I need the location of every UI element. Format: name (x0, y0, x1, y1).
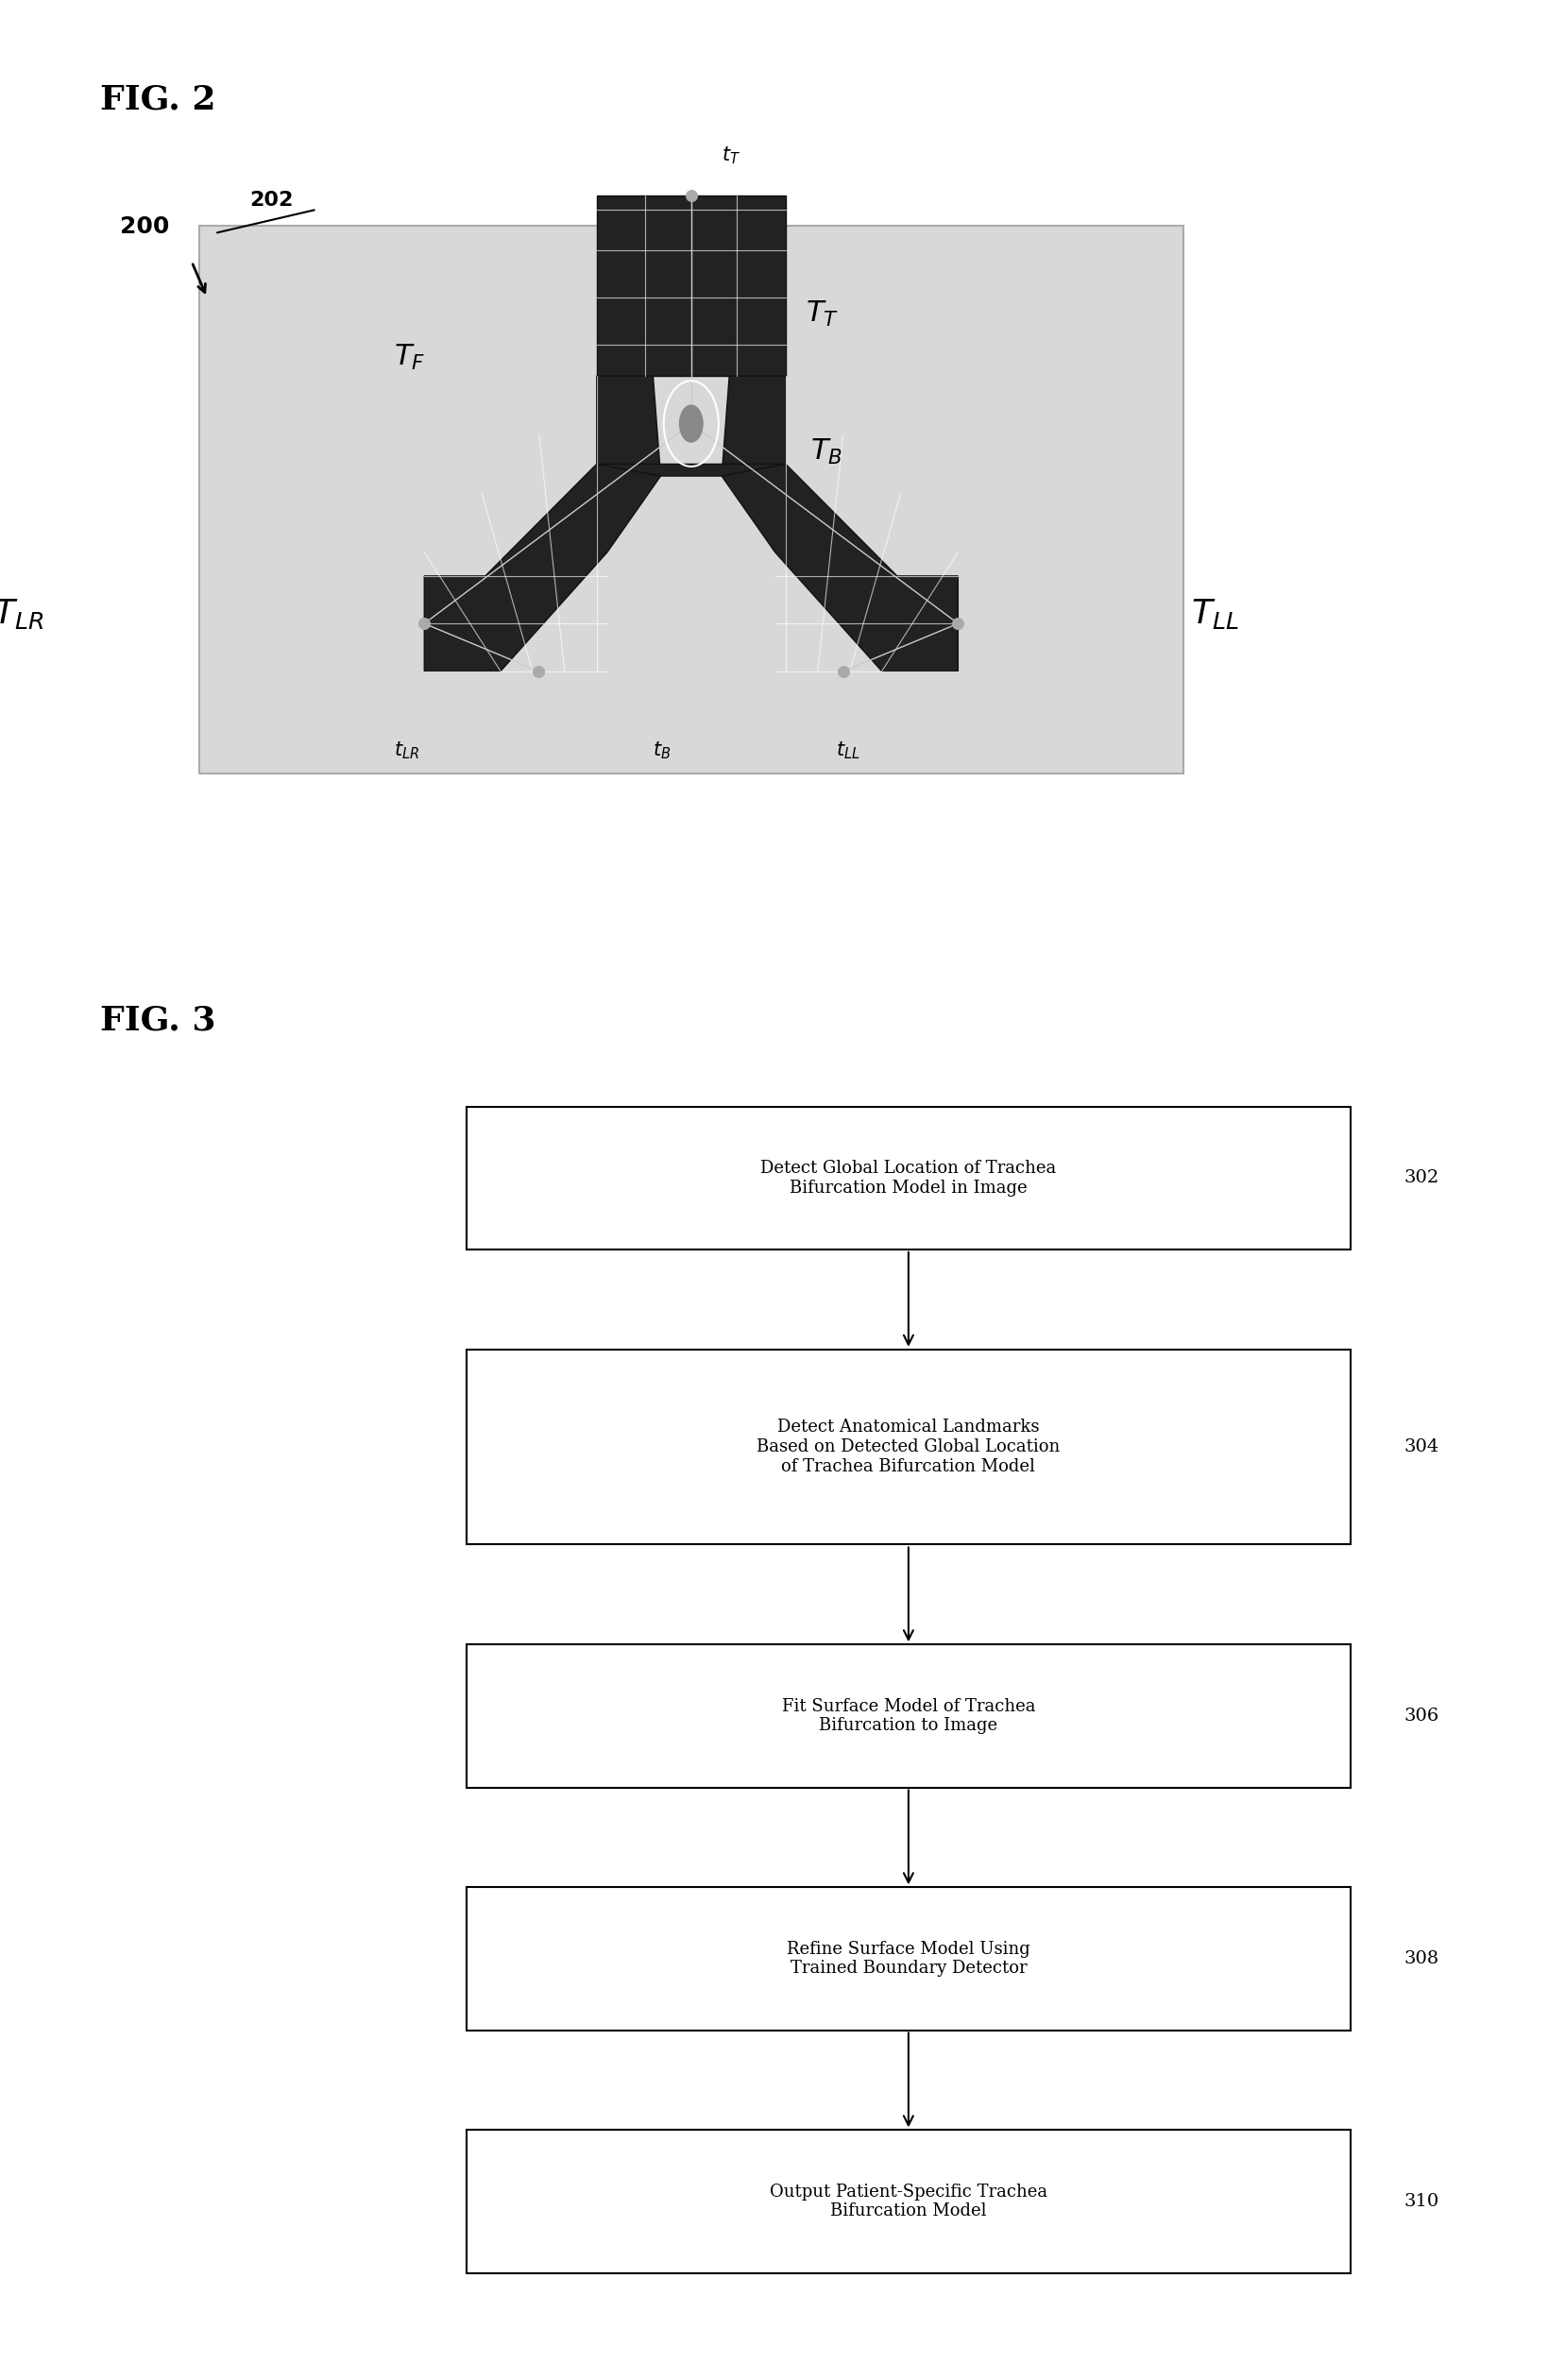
Text: Output Patient-Specific Trachea
Bifurcation Model: Output Patient-Specific Trachea Bifurcat… (769, 2182, 1046, 2221)
Text: $t_T$: $t_T$ (721, 145, 740, 167)
FancyBboxPatch shape (466, 1349, 1350, 1545)
Text: FIG. 2: FIG. 2 (101, 83, 215, 114)
Text: $T_T$: $T_T$ (805, 300, 837, 328)
FancyBboxPatch shape (200, 226, 1183, 774)
Point (946, 605, 971, 643)
Polygon shape (424, 376, 661, 671)
Text: 202: 202 (249, 190, 293, 209)
Text: $T_{LR}$: $T_{LR}$ (0, 597, 43, 631)
FancyBboxPatch shape (466, 1887, 1350, 2030)
FancyBboxPatch shape (466, 1645, 1350, 1787)
Text: Detect Global Location of Trachea
Bifurcation Model in Image: Detect Global Location of Trachea Bifurc… (760, 1159, 1056, 1197)
Point (412, 605, 437, 643)
Polygon shape (596, 195, 785, 376)
Circle shape (678, 405, 703, 443)
Text: 200: 200 (121, 214, 169, 238)
Polygon shape (596, 464, 785, 476)
Text: 308: 308 (1402, 1949, 1438, 1968)
Text: 304: 304 (1402, 1438, 1438, 1457)
Polygon shape (721, 376, 958, 671)
Text: FIG. 3: FIG. 3 (101, 1004, 215, 1035)
Text: Fit Surface Model of Trachea
Bifurcation to Image: Fit Surface Model of Trachea Bifurcation… (782, 1697, 1034, 1735)
FancyBboxPatch shape (466, 1107, 1350, 1250)
Text: 306: 306 (1402, 1706, 1438, 1726)
Text: $T_F$: $T_F$ (393, 343, 424, 371)
Text: Detect Anatomical Landmarks
Based on Detected Global Location
of Trachea Bifurca: Detect Anatomical Landmarks Based on Det… (757, 1418, 1059, 1476)
Text: $t_B$: $t_B$ (653, 740, 670, 762)
Text: 302: 302 (1402, 1169, 1438, 1188)
Point (831, 652, 856, 690)
Text: $T_{LL}$: $T_{LL}$ (1190, 597, 1238, 631)
Point (526, 652, 551, 690)
Text: $T_B$: $T_B$ (810, 438, 842, 466)
Point (678, 405, 703, 443)
Text: $t_{LR}$: $t_{LR}$ (393, 740, 420, 762)
Text: $t_{LL}$: $t_{LL}$ (836, 740, 859, 762)
Text: 310: 310 (1402, 2192, 1438, 2211)
Point (678, 176, 703, 214)
Text: Refine Surface Model Using
Trained Boundary Detector: Refine Surface Model Using Trained Bound… (786, 1940, 1029, 1978)
FancyBboxPatch shape (466, 2130, 1350, 2273)
